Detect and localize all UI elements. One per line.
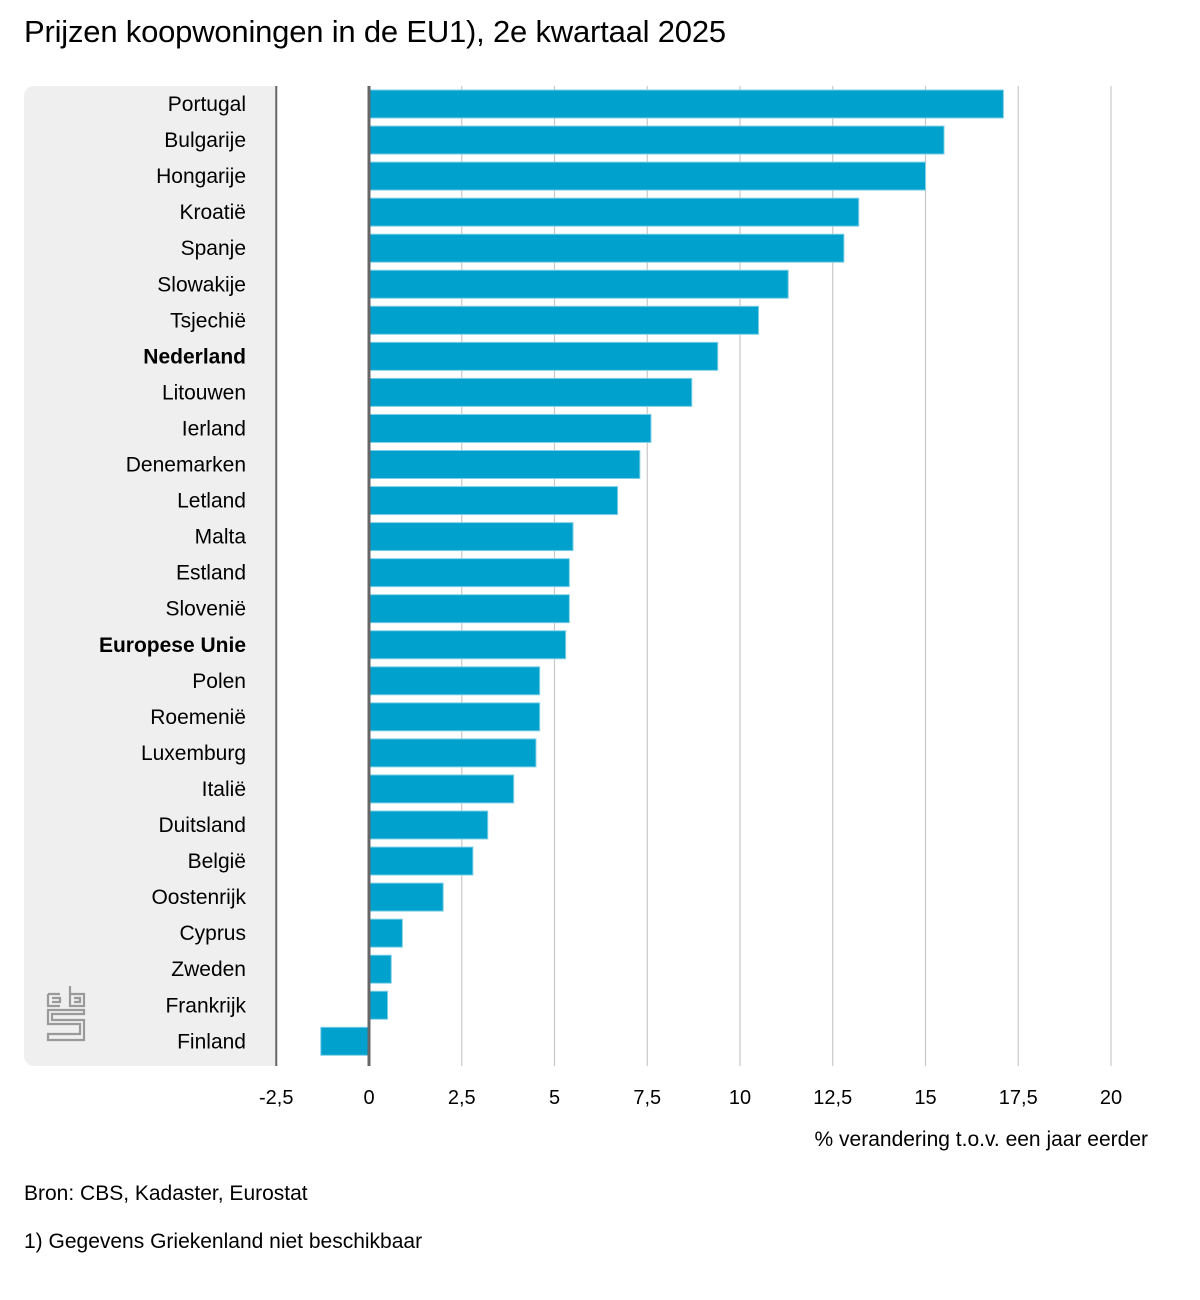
footnote: 1) Gegevens Griekenland niet beschikbaar [24,1230,423,1253]
x-tick-label: 7,5 [633,1087,661,1109]
category-label: Europese Unie [99,634,246,657]
category-label: Kroatië [179,201,246,224]
x-tick-label: 2,5 [448,1087,476,1109]
x-tick-label: 10 [729,1087,751,1109]
x-tick-label: 12,5 [813,1087,852,1109]
bar-portugal [368,89,1004,119]
category-label: Italië [202,778,246,801]
bar-duitsland [368,810,489,840]
category-label: Cyprus [179,922,246,945]
bar-europese-unie [368,630,567,660]
bars [320,89,1004,1056]
source-note: Bron: CBS, Kadaster, Eurostat [24,1182,308,1205]
category-label: Polen [192,670,246,693]
category-label: Nederland [143,345,246,368]
bar-estland [368,558,570,588]
bar-zweden [368,954,392,984]
bar-malta [368,522,574,552]
bar-italië [368,774,515,804]
bar-kroatië [368,197,860,227]
x-tick-label: 5 [549,1087,560,1109]
bar-polen [368,666,541,696]
bar-nederland [368,341,719,371]
category-label: Slovenië [165,598,246,621]
bar-oostenrijk [368,882,444,912]
bar-denemarken [368,450,641,479]
bar-hongarije [368,161,926,191]
category-label: Zweden [171,958,246,981]
category-label: Denemarken [126,454,246,477]
category-label: Luxemburg [141,742,246,765]
category-label: Duitsland [158,814,246,837]
bar-letland [368,486,619,516]
x-tick-label: 17,5 [999,1087,1038,1109]
x-tick-labels: -2,5 0 2,5 5 7,5 10 12,5 15 17,5 20 [259,1087,1122,1109]
bar-finland [320,1026,370,1056]
bar-belgië [368,846,474,876]
bar-cyprus [368,918,403,948]
x-tick-label: 15 [914,1087,936,1109]
category-label: Spanje [181,237,246,260]
chart-title: Prijzen koopwoningen in de EU1), 2e kwar… [24,14,726,49]
category-label: Estland [176,562,246,585]
x-tick-label: 0 [363,1087,374,1109]
category-label: Letland [177,490,246,513]
bar-slowakije [368,269,789,299]
bar-spanje [368,233,845,263]
category-label: Roemenië [150,706,246,729]
category-label: Portugal [168,93,246,116]
category-label: Slowakije [157,273,246,296]
category-label: Litouwen [162,381,246,404]
x-axis-label: % verandering t.o.v. een jaar eerder [815,1128,1148,1151]
category-label: Oostenrijk [151,886,246,909]
x-tick-label: 20 [1100,1087,1122,1109]
category-labels: Portugal Bulgarije Hongarije Kroatië Spanje S… [99,93,247,1053]
bar-roemenië [368,702,541,732]
category-label-panel [24,86,275,1066]
axes [275,86,371,1066]
cbs-logo-icon [46,986,86,1042]
category-label: België [188,850,246,873]
category-label: Hongarije [156,165,246,188]
category-label: Frankrijk [165,994,246,1017]
bar-bulgarije [368,125,945,155]
bar-frankrijk [368,990,389,1020]
category-label: Tsjechië [170,309,246,332]
category-label: Ierland [182,417,246,440]
category-label: Bulgarije [164,129,246,152]
bar-tsjechië [368,305,760,335]
bar-slovenië [368,594,570,624]
category-label: Malta [195,526,247,549]
bar-luxemburg [368,738,537,768]
bar-litouwen [368,377,693,407]
bar-ierland [368,413,652,443]
x-tick-label: -2,5 [259,1087,293,1109]
category-label: Finland [177,1030,246,1053]
